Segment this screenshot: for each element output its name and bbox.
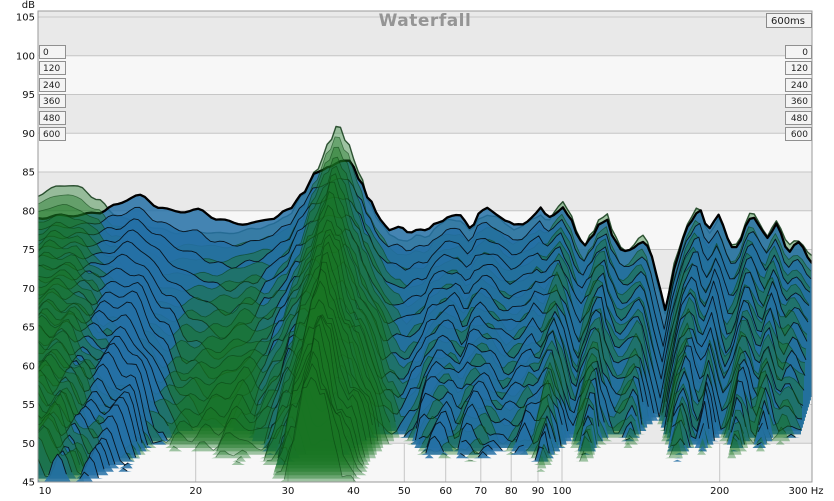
grid-band [38,133,812,173]
x-tick-label: 10 [39,486,52,497]
y-tick-label: 55 [22,400,35,411]
time-axis-label-left-480ms: 480 [39,111,66,125]
time-axis-label-left-240ms: 240 [39,78,66,92]
plot-border [37,10,813,483]
y-tick-label: 105 [16,13,35,24]
waterfall-slice-fill-green [38,242,800,438]
waterfall-layers [38,125,812,482]
x-tick-label: 300 Hz [788,486,823,497]
time-axis-label-left-360ms: 360 [39,94,66,108]
grid-band [38,172,812,211]
grid-band [38,94,812,134]
y-tick-label: 100 [16,51,35,62]
waterfall-slice-fill-green [38,234,801,435]
waterfall-slice-line-green [38,268,762,446]
time-axis-label-right-360ms: 360 [785,94,812,108]
time-axis-label-left-0ms: 0 [39,45,66,59]
grid-band [38,11,812,56]
x-tick-label: 200 [710,486,729,497]
x-tick-label: 70 [474,486,487,497]
y-tick-label: 45 [22,478,35,489]
y-axis-unit-label: dB [22,0,35,11]
waterfall-slice-line-blue [38,196,811,347]
y-tick-label: 90 [22,129,35,140]
y-tick-label: 85 [22,168,35,179]
y-tick-label: 95 [22,90,35,101]
waterfall-slice-line-blue [38,258,807,418]
waterfall-slice-line-blue [38,411,286,466]
x-tick-label: 40 [347,486,360,497]
waterfall-slice-fill-green [38,229,802,431]
waterfall-slice-fill-green [38,219,803,428]
y-tick-label: 75 [22,245,35,256]
time-axis-label-right-0ms: 0 [785,45,812,59]
waterfall-slice-line-green [38,377,356,482]
window-length-badge: 600ms [766,13,812,28]
waterfall-slice-line-blue [38,416,129,467]
x-tick-label: 90 [532,486,545,497]
y-tick-label: 65 [22,323,35,334]
waterfall-slice-line-blue [38,178,812,330]
waterfall-slice-line-blue [48,453,89,479]
waterfall-slice-line-blue [38,327,796,438]
waterfall-slice-fill-blue [38,417,791,469]
time-axis-label-right-480ms: 480 [785,111,812,125]
waterfall-slice-fill-green [38,205,804,425]
waterfall-slice-line-blue [38,159,812,312]
time-axis-label-left-120ms: 120 [39,61,66,75]
waterfall-slice-line-green [38,299,738,455]
y-tick-label: 60 [22,361,35,372]
x-tick-label: 20 [189,486,202,497]
time-axis-label-right-600ms: 600 [785,127,812,141]
time-axis-label-left-600ms: 600 [39,127,66,141]
waterfall-slice-line-green [38,315,548,464]
waterfall-slice-line-green [38,351,363,473]
x-tick-label: 60 [439,486,452,497]
waterfall-slice-line-blue [38,360,762,449]
x-tick-label: 100 [552,486,571,497]
waterfall-slice-line-green [38,363,357,477]
x-tick-label: 80 [505,486,518,497]
time-axis-label-right-120ms: 120 [785,61,812,75]
grid-band [38,55,812,95]
waterfall-slice-line-green [38,315,585,462]
waterfall-slice-line-blue [38,300,804,428]
y-tick-label: 70 [22,284,35,295]
time-axis-label-right-240ms: 240 [785,78,812,92]
waterfall-slice-line-blue [38,350,763,445]
waterfall-slice-line-blue [38,450,99,479]
y-tick-label: 80 [22,206,35,217]
waterfall-slice-line-blue [38,228,809,380]
y-tick-label: 50 [22,439,35,450]
x-tick-label: 50 [398,486,411,497]
x-tick-label: 30 [282,486,295,497]
waterfall-slice-line-blue [38,338,769,441]
waterfall-slice-fill-blue [38,300,803,428]
